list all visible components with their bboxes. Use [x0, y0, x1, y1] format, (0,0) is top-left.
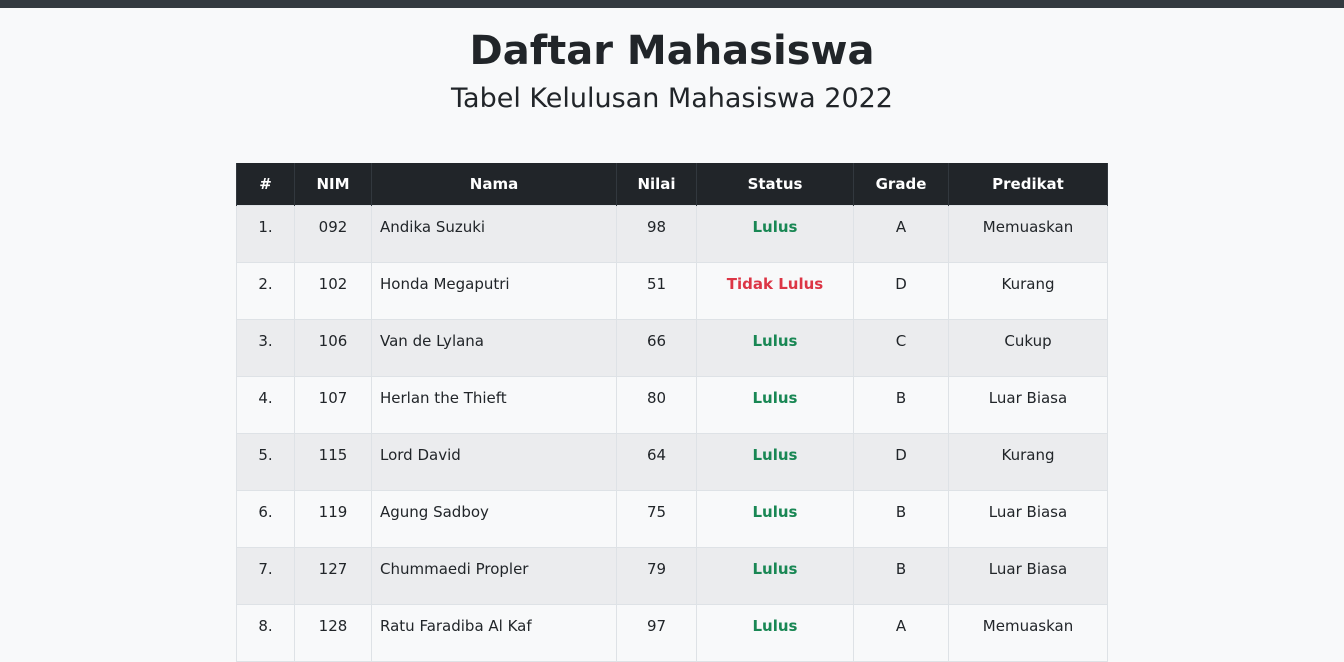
cell-nama: Agung Sadboy	[371, 489, 617, 548]
cell-predikat: Kurang	[948, 261, 1108, 320]
cell-nama: Ratu Faradiba Al Kaf	[371, 603, 617, 662]
cell-nilai: 64	[616, 432, 697, 491]
cell-grade: B	[853, 375, 949, 434]
cell-number: 5.	[236, 432, 295, 491]
cell-nama: Honda Megaputri	[371, 261, 617, 320]
cell-nim: 115	[294, 432, 372, 491]
cell-nim: 107	[294, 375, 372, 434]
column-header-status: Status	[696, 163, 854, 205]
cell-number: 3.	[236, 318, 295, 377]
cell-grade: C	[853, 318, 949, 377]
table-row: 5. 115 Lord David 64 Lulus D Kurang	[236, 432, 1108, 491]
cell-predikat: Kurang	[948, 432, 1108, 491]
header-row: # NIM Nama Nilai Status Grade Predikat	[236, 163, 1108, 205]
cell-status: Lulus	[696, 603, 854, 662]
cell-nama: Van de Lylana	[371, 318, 617, 377]
cell-number: 8.	[236, 603, 295, 662]
cell-nilai: 75	[616, 489, 697, 548]
column-header-nama: Nama	[371, 163, 617, 205]
cell-nama: Andika Suzuki	[371, 204, 617, 263]
cell-grade: A	[853, 603, 949, 662]
cell-number: 1.	[236, 204, 295, 263]
cell-nim: 092	[294, 204, 372, 263]
cell-nama: Herlan the Thieft	[371, 375, 617, 434]
column-header-nilai: Nilai	[616, 163, 697, 205]
cell-nilai: 79	[616, 546, 697, 605]
status-label: Lulus	[752, 388, 798, 407]
table-row: 6. 119 Agung Sadboy 75 Lulus B Luar Biasa	[236, 489, 1108, 548]
status-label: Lulus	[752, 616, 798, 635]
cell-nilai: 97	[616, 603, 697, 662]
cell-grade: D	[853, 432, 949, 491]
cell-nim: 127	[294, 546, 372, 605]
status-label: Lulus	[752, 331, 798, 350]
column-header-grade: Grade	[853, 163, 949, 205]
cell-nama: Lord David	[371, 432, 617, 491]
cell-predikat: Luar Biasa	[948, 546, 1108, 605]
cell-predikat: Cukup	[948, 318, 1108, 377]
cell-predikat: Memuaskan	[948, 603, 1108, 662]
cell-status: Lulus	[696, 546, 854, 605]
column-header-number: #	[236, 163, 295, 205]
table-row: 3. 106 Van de Lylana 66 Lulus C Cukup	[236, 318, 1108, 377]
cell-nilai: 98	[616, 204, 697, 263]
table-header: # NIM Nama Nilai Status Grade Predikat	[236, 163, 1108, 205]
cell-status: Lulus	[696, 432, 854, 491]
cell-number: 7.	[236, 546, 295, 605]
column-header-predikat: Predikat	[948, 163, 1108, 205]
cell-status: Lulus	[696, 204, 854, 263]
cell-number: 6.	[236, 489, 295, 548]
page: Daftar Mahasiswa Tabel Kelulusan Mahasis…	[236, 28, 1108, 662]
table-body: 1. 092 Andika Suzuki 98 Lulus A Memuaskan 2. 102…	[236, 204, 1108, 662]
students-table: # NIM Nama Nilai Status Grade Predikat 1…	[236, 163, 1108, 662]
cell-number: 4.	[236, 375, 295, 434]
cell-nim: 102	[294, 261, 372, 320]
cell-grade: B	[853, 489, 949, 548]
table-row: 1. 092 Andika Suzuki 98 Lulus A Memuaskan	[236, 204, 1108, 263]
cell-grade: D	[853, 261, 949, 320]
cell-nilai: 80	[616, 375, 697, 434]
page-title: Daftar Mahasiswa	[469, 28, 875, 74]
cell-predikat: Luar Biasa	[948, 375, 1108, 434]
status-label: Lulus	[752, 217, 798, 236]
status-label: Lulus	[752, 559, 798, 578]
cell-nim: 119	[294, 489, 372, 548]
cell-nim: 106	[294, 318, 372, 377]
table-row: 4. 107 Herlan the Thieft 80 Lulus B Luar Biasa	[236, 375, 1108, 434]
cell-status: Tidak Lulus	[696, 261, 854, 320]
cell-grade: A	[853, 204, 949, 263]
page-subtitle: Tabel Kelulusan Mahasiswa 2022	[451, 83, 893, 114]
cell-predikat: Memuaskan	[948, 204, 1108, 263]
table-row: 2. 102 Honda Megaputri 51 Tidak Lulus D Kurang	[236, 261, 1108, 320]
status-label: Lulus	[752, 445, 798, 464]
cell-number: 2.	[236, 261, 295, 320]
cell-status: Lulus	[696, 489, 854, 548]
status-label: Lulus	[752, 502, 798, 521]
cell-status: Lulus	[696, 375, 854, 434]
cell-status: Lulus	[696, 318, 854, 377]
cell-nama: Chummaedi Propler	[371, 546, 617, 605]
top-bar	[0, 0, 1344, 8]
cell-predikat: Luar Biasa	[948, 489, 1108, 548]
cell-nilai: 51	[616, 261, 697, 320]
cell-grade: B	[853, 546, 949, 605]
cell-nilai: 66	[616, 318, 697, 377]
table-row: 7. 127 Chummaedi Propler 79 Lulus B Luar Biasa	[236, 546, 1108, 605]
column-header-nim: NIM	[294, 163, 372, 205]
cell-nim: 128	[294, 603, 372, 662]
table-row: 8. 128 Ratu Faradiba Al Kaf 97 Lulus A Memuask…	[236, 603, 1108, 662]
status-label: Tidak Lulus	[726, 274, 824, 293]
